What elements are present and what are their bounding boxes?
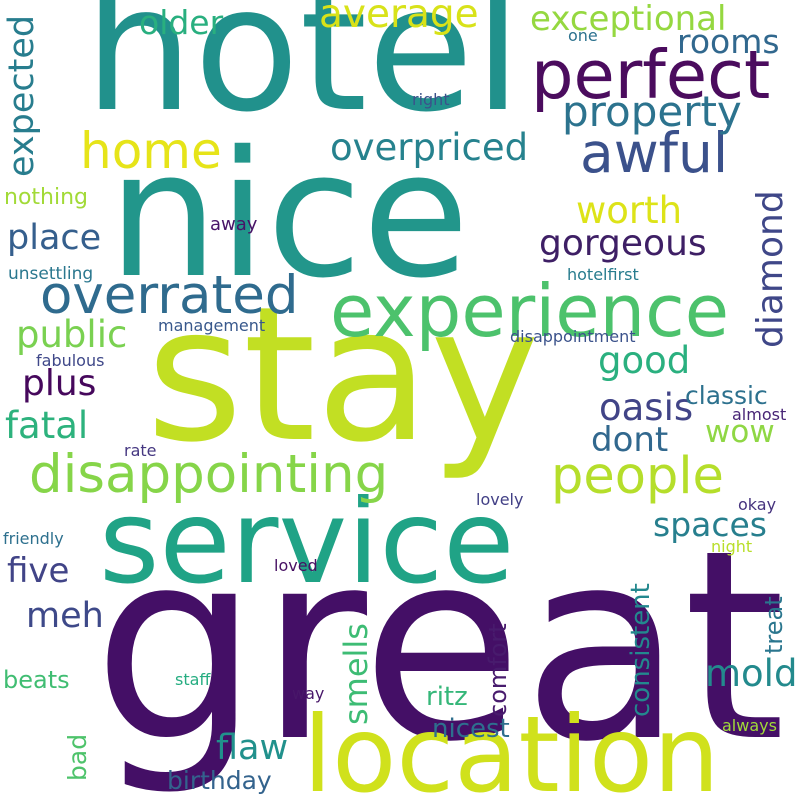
- word-stay: stay: [146, 266, 540, 483]
- word-always: always: [722, 716, 777, 735]
- word-diamond[interactable]: diamond: [750, 190, 791, 348]
- word-property: property: [562, 87, 742, 136]
- word-treat: treat: [760, 596, 788, 654]
- word-plus: plus: [22, 363, 97, 404]
- word-way: way: [292, 684, 325, 703]
- word-loved: loved: [274, 556, 318, 575]
- word-nicest: nicest: [432, 714, 510, 744]
- word-comfort: comfort: [484, 623, 512, 717]
- word-consistent: consistent: [626, 583, 656, 717]
- word-fatal: fatal: [5, 404, 89, 447]
- word-older: older: [139, 3, 224, 42]
- word-average: average: [319, 0, 479, 37]
- word-flaw: flaw: [216, 728, 289, 768]
- word-location: location: [303, 694, 720, 800]
- word-ritz: ritz: [426, 682, 468, 712]
- word-oasis: oasis: [599, 386, 694, 429]
- word-wow: wow: [705, 414, 775, 450]
- word-exceptional: exceptional: [530, 0, 727, 39]
- word-hotelfirst: hotelfirst: [567, 265, 639, 284]
- word-birthday: birthday: [167, 766, 272, 795]
- word-staff: staff: [175, 670, 211, 689]
- word-night: night: [711, 537, 753, 556]
- word-friendly: friendly: [3, 529, 64, 548]
- word-nothing: nothing: [4, 185, 88, 210]
- word-overrated: overrated: [40, 265, 299, 326]
- word-disappointment: disappointment: [510, 327, 636, 346]
- word-public: public: [16, 313, 128, 356]
- word-classic: classic: [685, 381, 768, 410]
- word-meh: meh: [26, 596, 104, 636]
- word-rate: rate: [124, 441, 157, 460]
- word-awful: awful: [580, 121, 729, 185]
- word-beats: beats: [3, 666, 70, 694]
- word-right: right: [412, 90, 450, 109]
- word-worth: worth: [576, 189, 683, 232]
- word-disappointing: disappointing: [29, 444, 389, 505]
- word-fabulous: fabulous: [36, 351, 105, 370]
- word-great: great: [93, 494, 786, 799]
- word-smells: smells: [337, 623, 375, 725]
- word-people: people: [551, 447, 724, 506]
- word-spaces: spaces: [653, 505, 768, 544]
- word-good: good: [598, 339, 691, 382]
- word-okay: okay: [738, 495, 777, 514]
- word-away: away: [210, 214, 258, 235]
- word-management: management: [158, 316, 266, 335]
- word-gorgeous: gorgeous: [539, 223, 707, 264]
- word-five: five: [7, 551, 70, 591]
- word-expected: expected: [2, 14, 42, 177]
- word-almost: almost: [732, 405, 787, 424]
- word-bad: bad: [63, 733, 92, 781]
- word-experience: experience: [330, 269, 730, 353]
- word-nice: nice: [108, 114, 470, 317]
- word-one: one: [568, 26, 598, 45]
- word-home: home: [80, 122, 222, 180]
- word-service: service: [99, 475, 515, 610]
- word-hotel: hotel: [84, 0, 522, 150]
- word-overpriced: overpriced: [330, 126, 529, 169]
- word-place: place: [7, 218, 102, 258]
- word-unsettling: unsettling: [8, 264, 94, 284]
- word-perfect: perfect: [531, 36, 771, 114]
- word-dont: dont: [591, 420, 669, 460]
- word-rooms: rooms: [677, 22, 780, 61]
- word-lovely: lovely: [476, 490, 524, 509]
- word-mold: mold: [705, 652, 798, 695]
